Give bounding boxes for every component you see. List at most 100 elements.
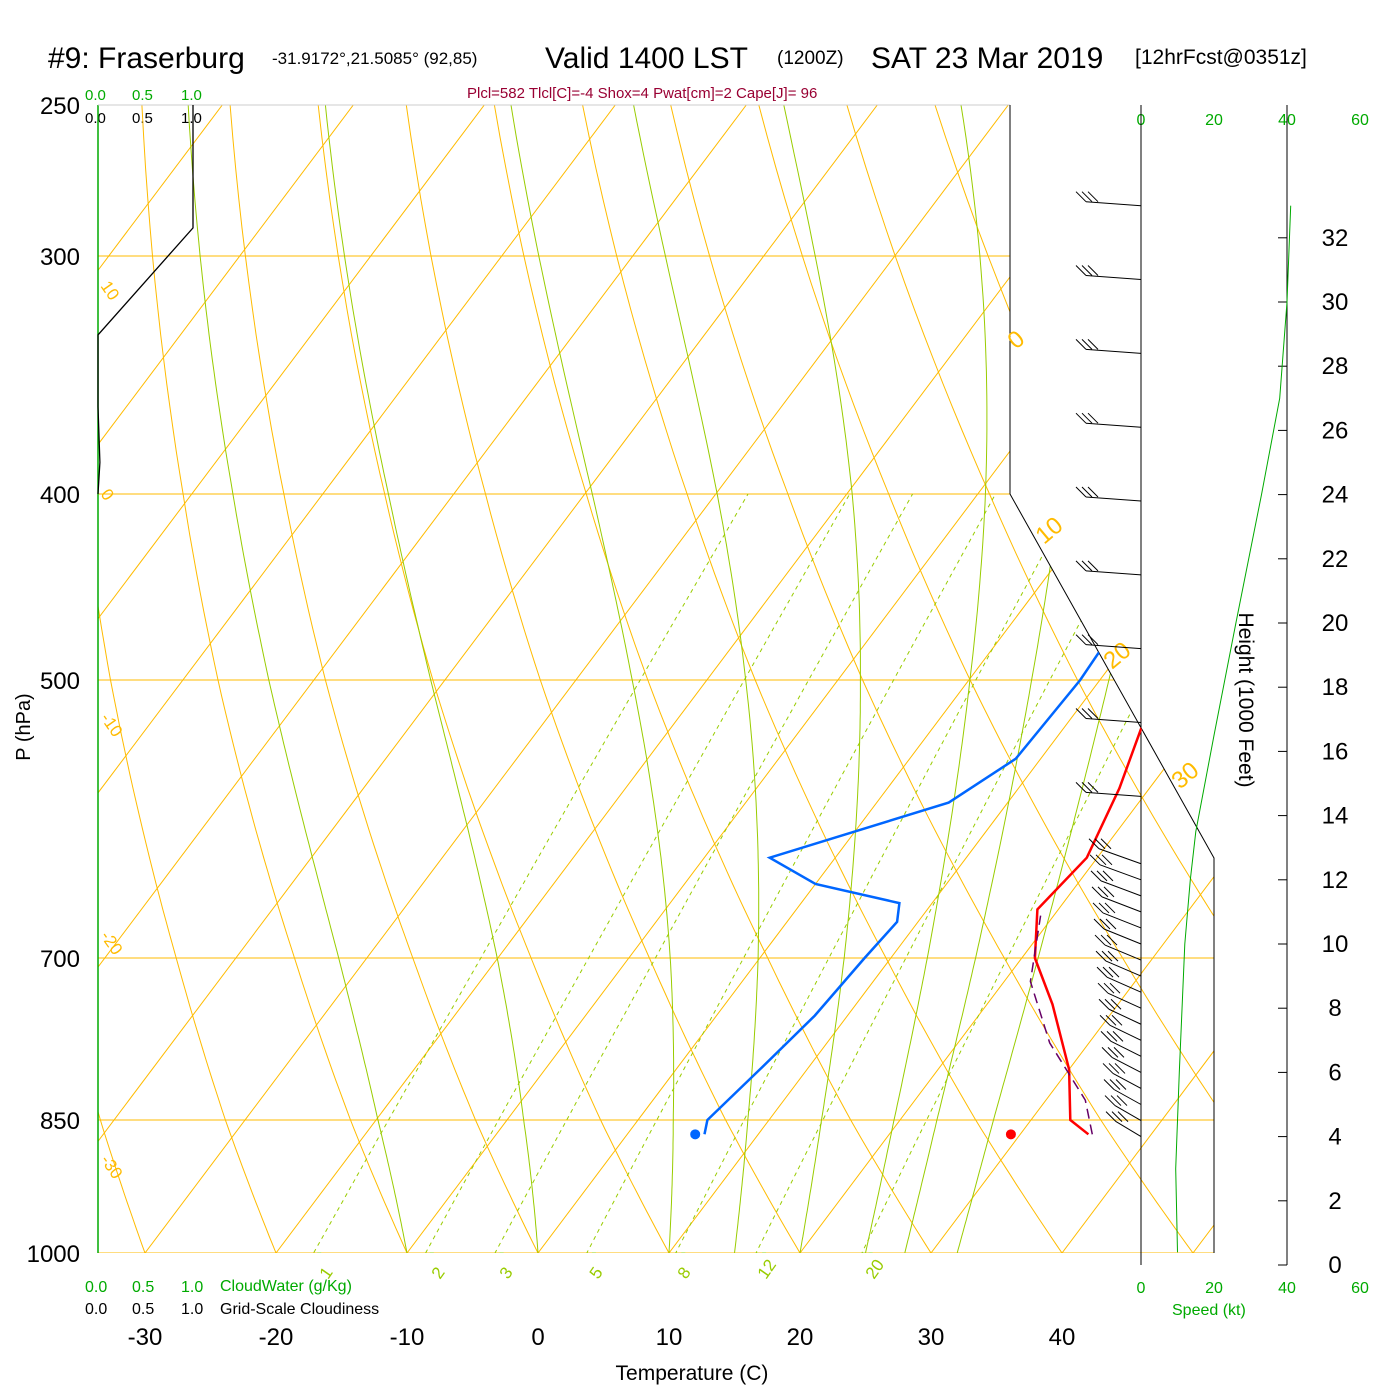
wind-barb-flag bbox=[1100, 838, 1112, 850]
isotherm-line bbox=[98, 105, 354, 1253]
moist-adiabat-line bbox=[324, 105, 539, 1253]
wind-barb-flag bbox=[1094, 934, 1106, 946]
wind-barb-flag bbox=[1109, 982, 1121, 994]
wind-barb-flag bbox=[1110, 1095, 1122, 1106]
dry-adiabat-line bbox=[758, 105, 1214, 1253]
wind-barb bbox=[1103, 928, 1142, 945]
wind-barb-flag bbox=[1075, 265, 1087, 276]
wind-barb-flag bbox=[1087, 634, 1099, 646]
wind-barb-flag bbox=[1101, 1047, 1113, 1058]
wind-barb bbox=[1107, 992, 1142, 1009]
mixing-ratio-label: 2 bbox=[428, 1264, 449, 1283]
wind-barb-flag bbox=[1101, 950, 1113, 962]
wind-barb-flag bbox=[1088, 838, 1100, 850]
wind-barb-flag bbox=[1111, 1111, 1123, 1122]
isotherm-line bbox=[1061, 105, 1214, 1253]
pressure-tick-label: 400 bbox=[40, 482, 80, 509]
moist-adiabat-line bbox=[187, 105, 408, 1253]
moist-adiabat-line bbox=[510, 105, 675, 1253]
wind-barb-flag bbox=[1106, 934, 1118, 946]
wind-barb-flag bbox=[1103, 1079, 1115, 1090]
pressure-tick-label: 500 bbox=[40, 668, 80, 695]
isotherm-line bbox=[537, 105, 1214, 1253]
wind-barb bbox=[1108, 1008, 1142, 1025]
mixing-ratio-line bbox=[674, 493, 1077, 1253]
cloudiness-top-tick: 0.0 bbox=[85, 110, 106, 127]
wind-barb-flag bbox=[1075, 412, 1087, 424]
speed-top-tick: 20 bbox=[1205, 112, 1223, 129]
cloudiness-bottom-tick: 0.0 bbox=[85, 1301, 107, 1318]
dry-adiabat-label: 0 bbox=[1003, 325, 1031, 354]
cloudwater-bottom-tick: 0.5 bbox=[132, 1279, 154, 1296]
mixing-ratio-line bbox=[494, 493, 914, 1253]
wind-barb-flag bbox=[1103, 886, 1115, 898]
dry-adiabat-label: 10 bbox=[1031, 512, 1069, 550]
speed-bottom-tick: 60 bbox=[1351, 1280, 1369, 1297]
wind-barb-flag bbox=[1075, 339, 1087, 350]
mixing-ratio-line bbox=[312, 493, 749, 1253]
wind-barb-flag bbox=[1081, 634, 1093, 646]
height-tick-label: 20 bbox=[1322, 610, 1349, 637]
sounding-series bbox=[703, 111, 1214, 1136]
moist-adiabat-line bbox=[865, 105, 988, 1253]
temperature-tick-label: 20 bbox=[787, 1324, 814, 1351]
height-tick-label: 28 bbox=[1322, 353, 1349, 380]
isotherm-label: -30 bbox=[97, 1151, 127, 1182]
wind-barb-flag bbox=[1105, 1014, 1117, 1026]
wind-barbs bbox=[1075, 191, 1142, 1138]
dry-adiabat-line bbox=[98, 105, 277, 1253]
wind-barb-flag bbox=[1114, 1063, 1126, 1074]
moist-adiabat-line bbox=[904, 105, 1078, 1253]
temperature-tick-label: -10 bbox=[390, 1324, 425, 1351]
wind-barb-flag bbox=[1102, 1063, 1114, 1074]
wind-barb bbox=[1085, 644, 1142, 650]
zulu-time: (1200Z) bbox=[777, 48, 844, 69]
wind-barb bbox=[1106, 976, 1142, 993]
dry-adiabat-label: 30 bbox=[1167, 757, 1205, 795]
dry-adiabat-line bbox=[582, 105, 1063, 1253]
speed-axis-label: Speed (kt) bbox=[1172, 1302, 1246, 1319]
dry-adiabat-line bbox=[141, 105, 408, 1253]
wind-barb-flag bbox=[1096, 966, 1108, 978]
height-tick-label: 10 bbox=[1322, 931, 1349, 958]
height-tick-label: 6 bbox=[1328, 1059, 1341, 1086]
mixing-ratio-line bbox=[424, 493, 851, 1253]
isotherm-line bbox=[275, 105, 1140, 1253]
wind-barb-flag bbox=[1094, 838, 1106, 850]
isotherm-line bbox=[799, 105, 1214, 1253]
height-tick-label: 18 bbox=[1322, 674, 1349, 701]
temperature-tick-label: 0 bbox=[531, 1324, 544, 1351]
mixing-ratio-label: 12 bbox=[754, 1256, 780, 1282]
thermodynamic-grid bbox=[98, 105, 1214, 1253]
wind-barb bbox=[1085, 348, 1142, 354]
wind-barb-flag bbox=[1095, 950, 1107, 962]
valid-date: SAT 23 Mar 2019 bbox=[871, 42, 1103, 75]
wind-barb-flag bbox=[1087, 486, 1099, 498]
wind-barb-flag bbox=[1098, 998, 1110, 1010]
mixing-ratio-label: 3 bbox=[496, 1264, 517, 1283]
isotherm-line bbox=[98, 105, 485, 1253]
wind-barb bbox=[1110, 1040, 1142, 1057]
pressure-tick-label: 1000 bbox=[27, 1241, 80, 1268]
wind-barb-flag bbox=[1081, 191, 1093, 203]
wind-barb bbox=[1100, 880, 1142, 897]
wind-barb bbox=[1085, 570, 1142, 576]
wind-barb-flag bbox=[1108, 966, 1120, 978]
height-tick-label: 0 bbox=[1328, 1252, 1341, 1279]
surface-temperature-marker bbox=[1005, 1129, 1016, 1140]
wind-barb-flag bbox=[1107, 1047, 1119, 1058]
isotherm-line bbox=[98, 105, 616, 1253]
wind-barb-flag bbox=[1091, 886, 1103, 898]
temperature-tick-label: -30 bbox=[128, 1324, 163, 1351]
wind-barb bbox=[1104, 944, 1142, 961]
wind-barb bbox=[1085, 791, 1142, 797]
moist-adiabat-line bbox=[783, 105, 861, 1253]
wind-barb-flag bbox=[1115, 1079, 1127, 1090]
wind-barb bbox=[1085, 422, 1142, 428]
wind-barb-flag bbox=[1075, 560, 1087, 572]
cloudiness-label: Grid-Scale Cloudiness bbox=[220, 1301, 379, 1318]
wind-barb-flag bbox=[1100, 1030, 1112, 1042]
wind-speed-profile bbox=[1175, 205, 1292, 1253]
height-tick-label: 22 bbox=[1322, 546, 1349, 573]
